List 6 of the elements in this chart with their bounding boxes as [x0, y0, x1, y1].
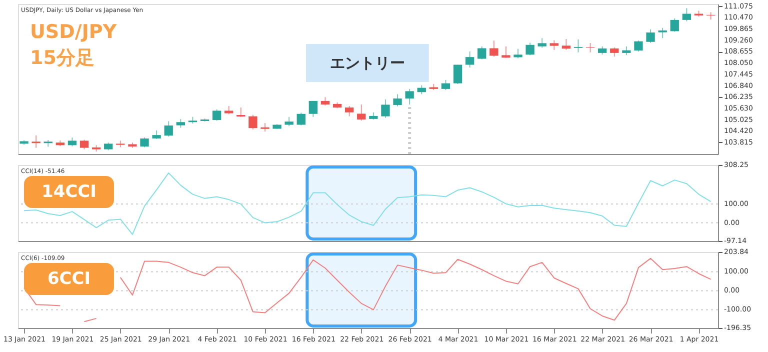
annotation: 6CCI	[47, 269, 91, 289]
annotation: 14CCI	[42, 182, 96, 202]
line-series	[24, 172, 712, 235]
ref-line-label: エントリー	[330, 54, 405, 72]
annotation: 15分足	[30, 47, 94, 69]
annotation: USD/JPY	[30, 21, 117, 43]
